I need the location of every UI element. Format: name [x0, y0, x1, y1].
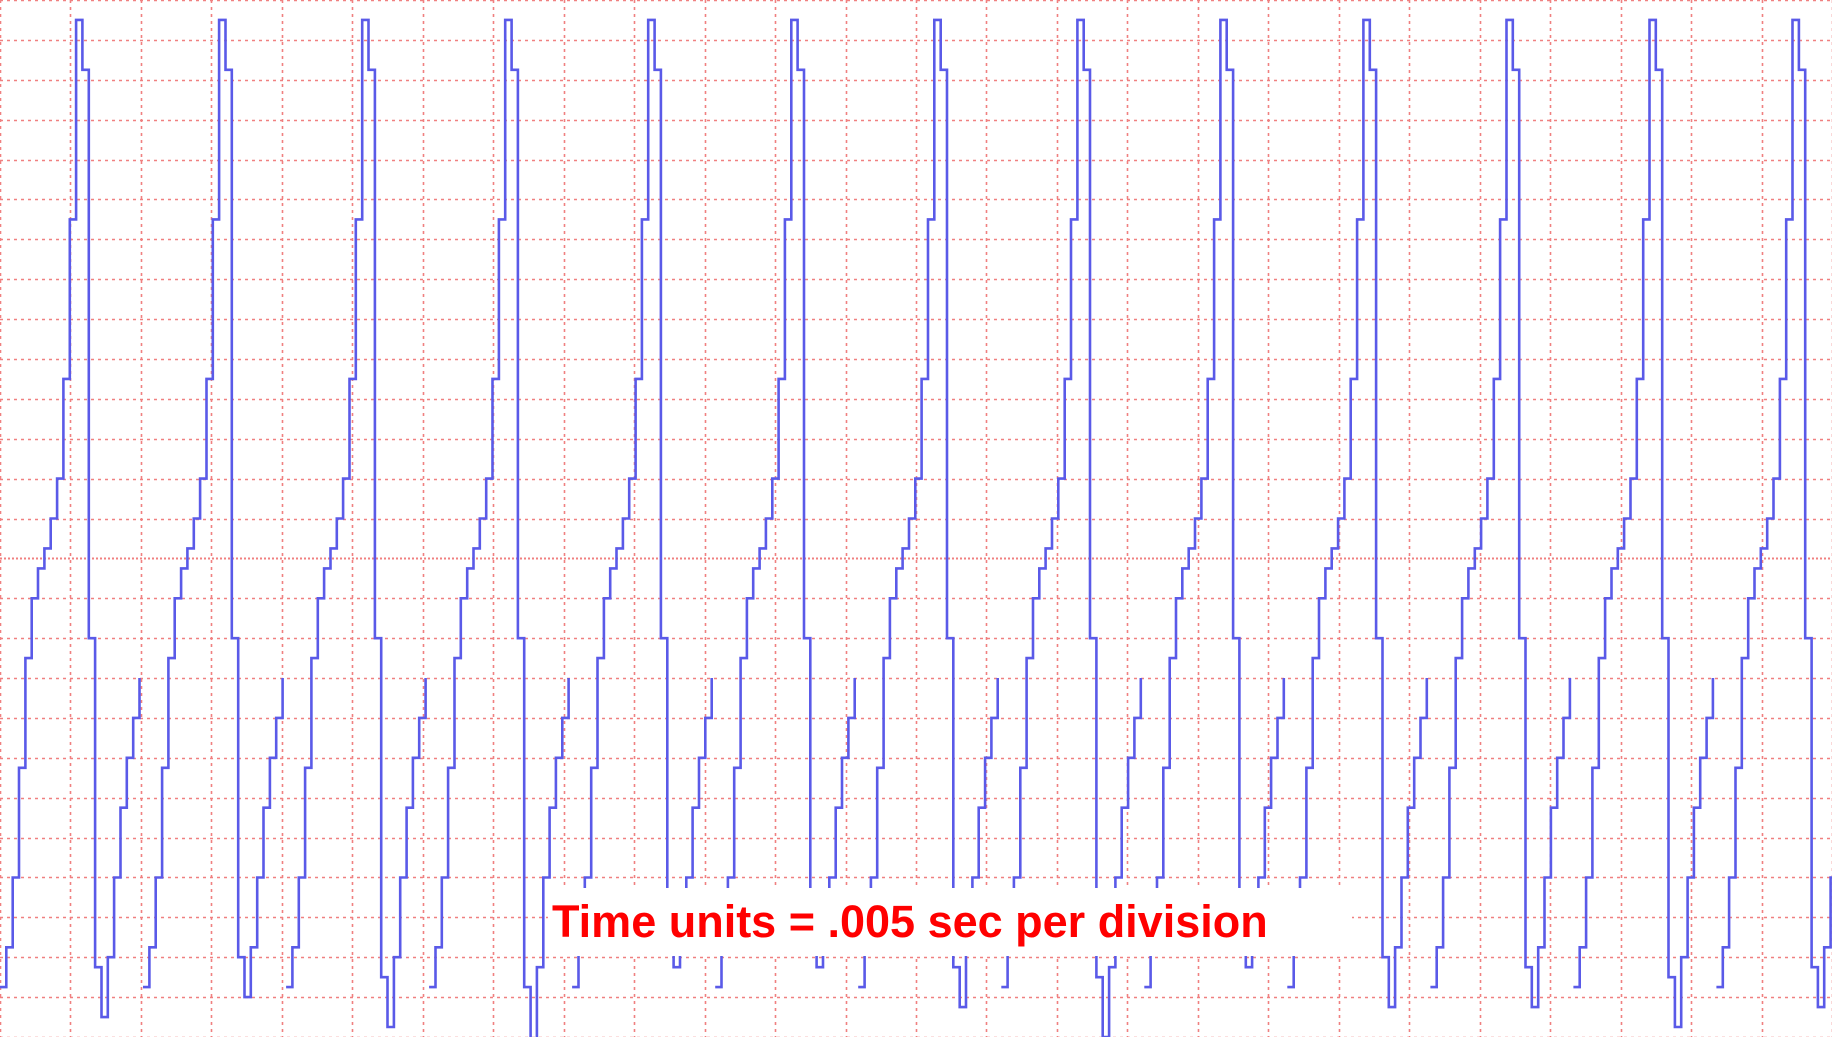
- waveform-cycle: [572, 18, 713, 989]
- waveform-cycle: [429, 18, 570, 1037]
- waveform-cycle: [715, 18, 856, 989]
- waveform-cycle: [1430, 18, 1572, 1009]
- waveform-cycle: [286, 18, 427, 1029]
- waveform-cycle: [1144, 18, 1286, 989]
- waveform-cycle: [143, 18, 284, 999]
- waveform-cycle: [1573, 18, 1715, 1029]
- waveform-cycle: [1001, 18, 1143, 1037]
- waveform-cycle: [1716, 18, 1832, 1009]
- waveform-cycle: [858, 18, 999, 1009]
- time-units-annotation: Time units = .005 sec per division: [548, 888, 1352, 956]
- waveform-traces: [0, 18, 1832, 1037]
- waveform-cycle: [0, 18, 141, 1019]
- waveform-cycle: [1287, 18, 1429, 1009]
